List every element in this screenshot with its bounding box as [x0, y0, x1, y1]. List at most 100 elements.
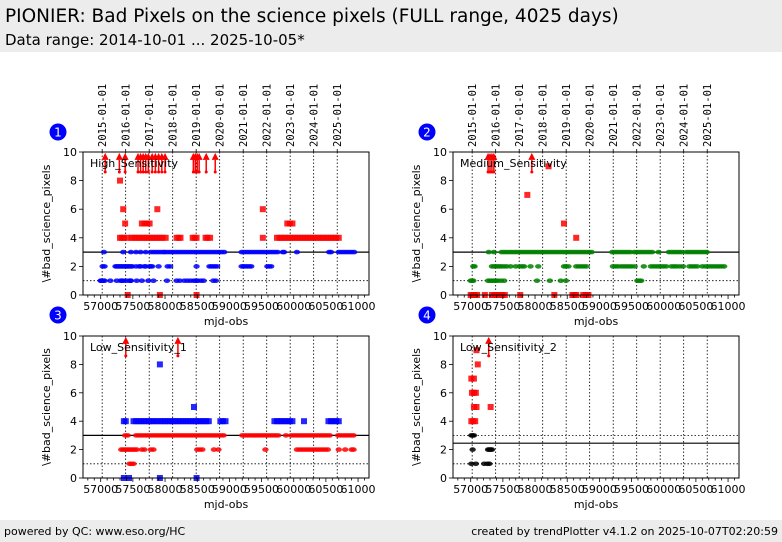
y-tick-label: 4 — [440, 415, 447, 428]
outlier-point — [120, 234, 127, 241]
y-axis-label: \#bad_science_pixels — [40, 164, 53, 282]
header-band: PIONIER: Bad Pixels on the science pixel… — [0, 0, 782, 52]
offscale-arrow-head — [195, 152, 203, 160]
data-point — [565, 264, 572, 269]
plot-frame — [452, 151, 740, 296]
outlier-point — [124, 234, 131, 241]
data-point — [212, 278, 220, 284]
data-point — [145, 278, 152, 284]
offscale-arrow-base — [487, 354, 491, 358]
offscale-arrow-head — [485, 336, 493, 344]
y-tick-label: 8 — [440, 358, 447, 371]
x-tick-label: 60000 — [646, 300, 681, 313]
date-tick-label: 2024-01-01 — [308, 84, 320, 147]
offscale-arrow-base — [141, 170, 145, 174]
date-tick-label: 2018-01-01 — [537, 84, 549, 147]
date-tick-label: 2022-01-01 — [261, 84, 273, 147]
offscale-arrow-head — [528, 152, 536, 160]
x-tick-label: 58000 — [148, 483, 183, 496]
date-tick-label: 2020-01-01 — [214, 84, 226, 147]
data-point — [200, 278, 207, 284]
y-tick-label: 0 — [70, 472, 77, 485]
offscale-arrow-head — [161, 152, 169, 160]
data-point — [166, 264, 174, 269]
x-tick-label: 58500 — [180, 483, 215, 496]
data-point — [215, 447, 222, 452]
data-point — [335, 447, 342, 452]
outlier-point — [193, 234, 200, 241]
outlier-point — [156, 361, 163, 368]
panel-title: Low_Sensitivity_1 — [90, 341, 187, 354]
x-tick-label: 60500 — [308, 300, 343, 313]
x-tick-label: 60000 — [276, 483, 311, 496]
y-tick-label: 10 — [63, 146, 77, 159]
x-axis-label: mjd-obs — [574, 498, 619, 511]
date-tick-label: 2022-01-01 — [631, 84, 643, 147]
outlier-point — [560, 220, 567, 227]
data-point — [130, 461, 137, 467]
data-point — [485, 249, 492, 255]
outlier-point — [487, 404, 494, 410]
y-tick-label: 8 — [70, 175, 77, 188]
outlier-point — [289, 418, 296, 425]
x-tick-label: 60000 — [646, 483, 681, 496]
outlier-point — [190, 404, 197, 410]
data-point — [678, 249, 685, 255]
y-tick-label: 0 — [440, 472, 447, 485]
offscale-arrow-base — [163, 170, 167, 174]
page-title: PIONIER: Bad Pixels on the science pixel… — [5, 6, 619, 27]
data-point — [163, 278, 171, 284]
data-point — [327, 249, 335, 255]
y-tick-label: 2 — [440, 260, 447, 273]
offscale-arrow-base — [146, 170, 150, 174]
x-tick-label: 58500 — [180, 300, 215, 313]
data-point — [132, 249, 140, 255]
data-point — [350, 433, 357, 438]
data-point — [488, 447, 496, 452]
offscale-arrow-base — [139, 170, 143, 174]
data-point — [703, 249, 711, 255]
data-point — [470, 278, 477, 284]
y-tick-label: 8 — [70, 358, 77, 371]
y-tick-label: 2 — [70, 444, 77, 457]
data-point — [282, 433, 290, 438]
outlier-point — [222, 418, 229, 425]
data-point — [693, 264, 701, 269]
data-point — [275, 433, 282, 438]
data-point — [326, 433, 333, 438]
data-point — [150, 447, 157, 452]
data-point — [471, 264, 478, 269]
data-point — [148, 264, 156, 269]
outlier-point — [259, 234, 266, 241]
y-tick-label: 4 — [70, 415, 77, 428]
outlier-point — [301, 418, 308, 425]
x-tick-label: 57000 — [83, 483, 118, 496]
data-point — [562, 278, 570, 284]
panel-title: Medium_Sensitivity — [460, 157, 567, 170]
footer-powered-by[interactable]: powered by QC: www.eso.org/HC — [4, 525, 186, 538]
outlier-point — [472, 418, 479, 425]
outlier-point — [207, 234, 214, 241]
x-tick-label: 57500 — [485, 300, 520, 313]
data-point — [150, 278, 157, 284]
y-tick-label: 10 — [433, 330, 447, 343]
data-point — [107, 278, 114, 284]
date-tick-label: 2025-01-01 — [332, 84, 344, 147]
offscale-arrow-head — [202, 152, 210, 160]
x-axis-label: mjd-obs — [204, 498, 249, 511]
x-tick-label: 58000 — [148, 300, 183, 313]
data-point — [469, 447, 476, 452]
outlier-point — [335, 418, 342, 425]
x-tick-label: 61000 — [711, 483, 746, 496]
x-tick-label: 60000 — [276, 300, 311, 313]
x-tick-label: 59000 — [212, 483, 247, 496]
x-tick-label: 60500 — [308, 483, 343, 496]
y-tick-label: 0 — [440, 289, 447, 302]
data-point — [663, 264, 670, 269]
offscale-arrow-head — [122, 336, 130, 344]
x-axis-label: mjd-obs — [204, 315, 249, 328]
data-point — [533, 278, 541, 284]
data-point — [490, 249, 498, 255]
footer-created-by: created by trendPlotter v4.1.2 on 2025-1… — [471, 525, 778, 538]
date-tick-label: 2015-01-01 — [97, 84, 109, 147]
